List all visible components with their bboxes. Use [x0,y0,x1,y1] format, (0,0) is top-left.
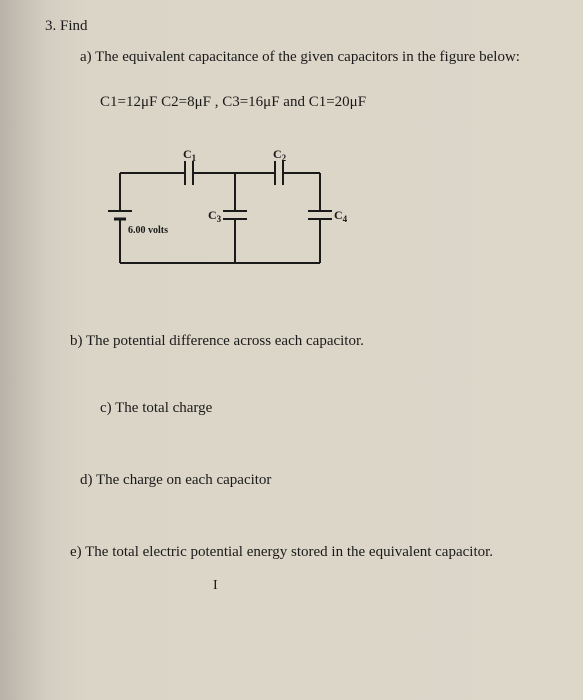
part-e-text: e) The total electric potential energy s… [70,544,553,561]
circuit-diagram: C1 C2 C3 C4 6.00 volts [90,133,553,283]
voltage-label: 6.00 volts [128,225,168,236]
c1-label: C1 [183,147,197,163]
capacitor-values: C1=12μF C2=8μF , C3=16μF and C1=20μF [100,94,553,111]
part-d-text: d) The charge on each capacitor [80,472,553,489]
c3-label: C3 [208,208,222,224]
c4-label: C4 [334,208,348,224]
part-a-text: a) The equivalent capacitance of the giv… [80,49,553,66]
part-b-text: b) The potential difference across each … [70,333,553,350]
part-c-text: c) The total charge [100,400,553,417]
cursor-mark: I [213,578,218,594]
c2-label: C2 [273,147,287,163]
question-number: 3. Find [45,18,553,35]
